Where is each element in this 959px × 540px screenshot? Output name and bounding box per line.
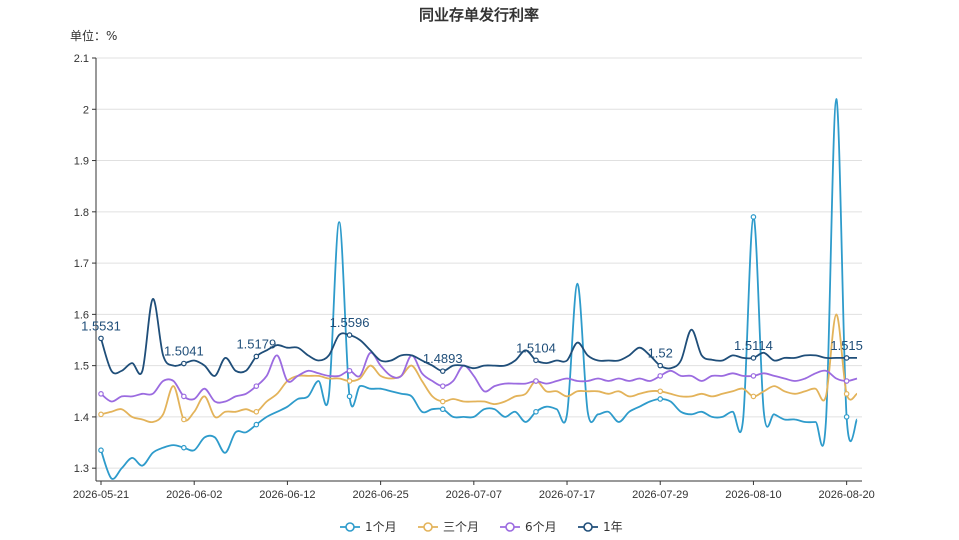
legend-marker — [583, 522, 593, 532]
data-point — [750, 214, 757, 220]
legend-item-1[interactable]: 1个月 — [340, 520, 397, 534]
data-point — [533, 408, 539, 415]
data-point — [533, 357, 539, 364]
data-label: 1.52 — [648, 346, 673, 361]
y-tick-label: 2.1 — [74, 53, 89, 65]
x-tick-label: 2026-06-02 — [166, 489, 222, 501]
data-point — [346, 393, 353, 400]
data-point — [181, 360, 187, 367]
legend-label: 6个月 — [525, 520, 557, 534]
legend[interactable]: 1个月 三个月 6个月 1年 — [340, 520, 623, 534]
data-point — [439, 368, 446, 374]
y-tick-label: 1.9 — [74, 156, 89, 168]
legend-item-3[interactable]: 6个月 — [500, 520, 557, 534]
data-point — [750, 393, 757, 400]
x-axis: 2026-05-21 2026-06-02 2026-06-12 2026-06-25… — [73, 480, 875, 501]
data-point — [98, 335, 104, 342]
data-point — [253, 383, 260, 389]
data-point — [181, 393, 187, 400]
data-point — [533, 378, 539, 384]
data-point — [750, 355, 757, 361]
series-line — [100, 351, 858, 404]
data-point — [253, 408, 260, 415]
series-line — [100, 98, 858, 480]
series-3 — [98, 351, 858, 404]
x-tick-label: 2026-08-20 — [819, 489, 875, 501]
data-label: 1.5114 — [734, 338, 773, 353]
x-tick-label: 2026-07-17 — [539, 489, 595, 501]
data-point — [843, 391, 850, 397]
series-line — [100, 313, 858, 424]
data-label: 1.5041 — [164, 344, 204, 359]
x-tick-label: 2026-05-21 — [73, 489, 129, 501]
x-tick-label: 2026-06-25 — [352, 489, 408, 501]
data-label: 1.5596 — [330, 315, 370, 330]
legend-marker — [423, 522, 433, 532]
data-point — [843, 414, 850, 420]
data-labels: 1.5531 1.5041 1.5179 1.5596 1.4893 1.5104 1.52… — [81, 315, 863, 366]
data-label: 1.5104 — [516, 340, 556, 355]
data-point — [98, 391, 104, 397]
y-tick-label: 1.4 — [74, 412, 89, 424]
y-axis: 1.3 1.4 1.5 1.6 1.7 1.8 1.9 2 2.1 — [74, 53, 97, 481]
legend-item-2[interactable]: 三个月 — [418, 520, 479, 534]
data-point — [657, 373, 664, 379]
legend-marker — [505, 522, 515, 532]
series-4 — [98, 298, 857, 377]
y-tick-label: 1.5 — [74, 361, 89, 373]
data-label: 1.5179 — [236, 336, 276, 351]
legend-label: 1个月 — [365, 520, 397, 534]
x-tick-label: 2026-08-10 — [725, 489, 781, 501]
legend-label: 三个月 — [443, 520, 479, 534]
data-point — [253, 353, 260, 360]
data-point — [843, 378, 850, 384]
data-point — [657, 388, 664, 395]
x-tick-label: 2026-07-07 — [446, 489, 502, 501]
x-tick-label: 2026-06-12 — [259, 489, 315, 501]
data-point — [439, 398, 446, 405]
y-tick-label: 2 — [83, 104, 89, 116]
y-tick-label: 1.8 — [74, 207, 89, 219]
y-tick-label: 1.3 — [74, 463, 89, 475]
y-tick-label: 1.6 — [74, 309, 89, 321]
data-point — [181, 416, 187, 423]
data-point — [98, 447, 104, 454]
data-point — [253, 421, 260, 428]
data-label: 1.5531 — [81, 318, 121, 333]
data-point — [657, 362, 664, 369]
data-point — [98, 411, 104, 418]
grid-lines — [96, 57, 862, 469]
unit-label: 单位：% — [70, 28, 117, 43]
legend-label: 1年 — [603, 520, 623, 534]
data-point — [439, 383, 446, 389]
data-point — [346, 332, 353, 338]
data-point — [843, 355, 850, 361]
series-lines — [98, 98, 858, 480]
data-label: 1.515 — [830, 338, 863, 353]
data-point — [750, 373, 757, 379]
y-tick-label: 1.7 — [74, 258, 89, 270]
data-label: 1.4893 — [423, 351, 463, 366]
data-point — [439, 406, 446, 413]
legend-marker — [345, 522, 355, 532]
series-line — [100, 298, 857, 377]
data-point — [181, 444, 187, 451]
data-point — [657, 396, 664, 402]
legend-item-4[interactable]: 1年 — [578, 520, 623, 534]
data-point — [346, 378, 353, 384]
x-tick-label: 2026-07-29 — [632, 489, 688, 501]
data-point — [346, 367, 353, 374]
chart-title: 同业存单发行利率 — [419, 6, 539, 24]
series-1 — [98, 98, 858, 480]
